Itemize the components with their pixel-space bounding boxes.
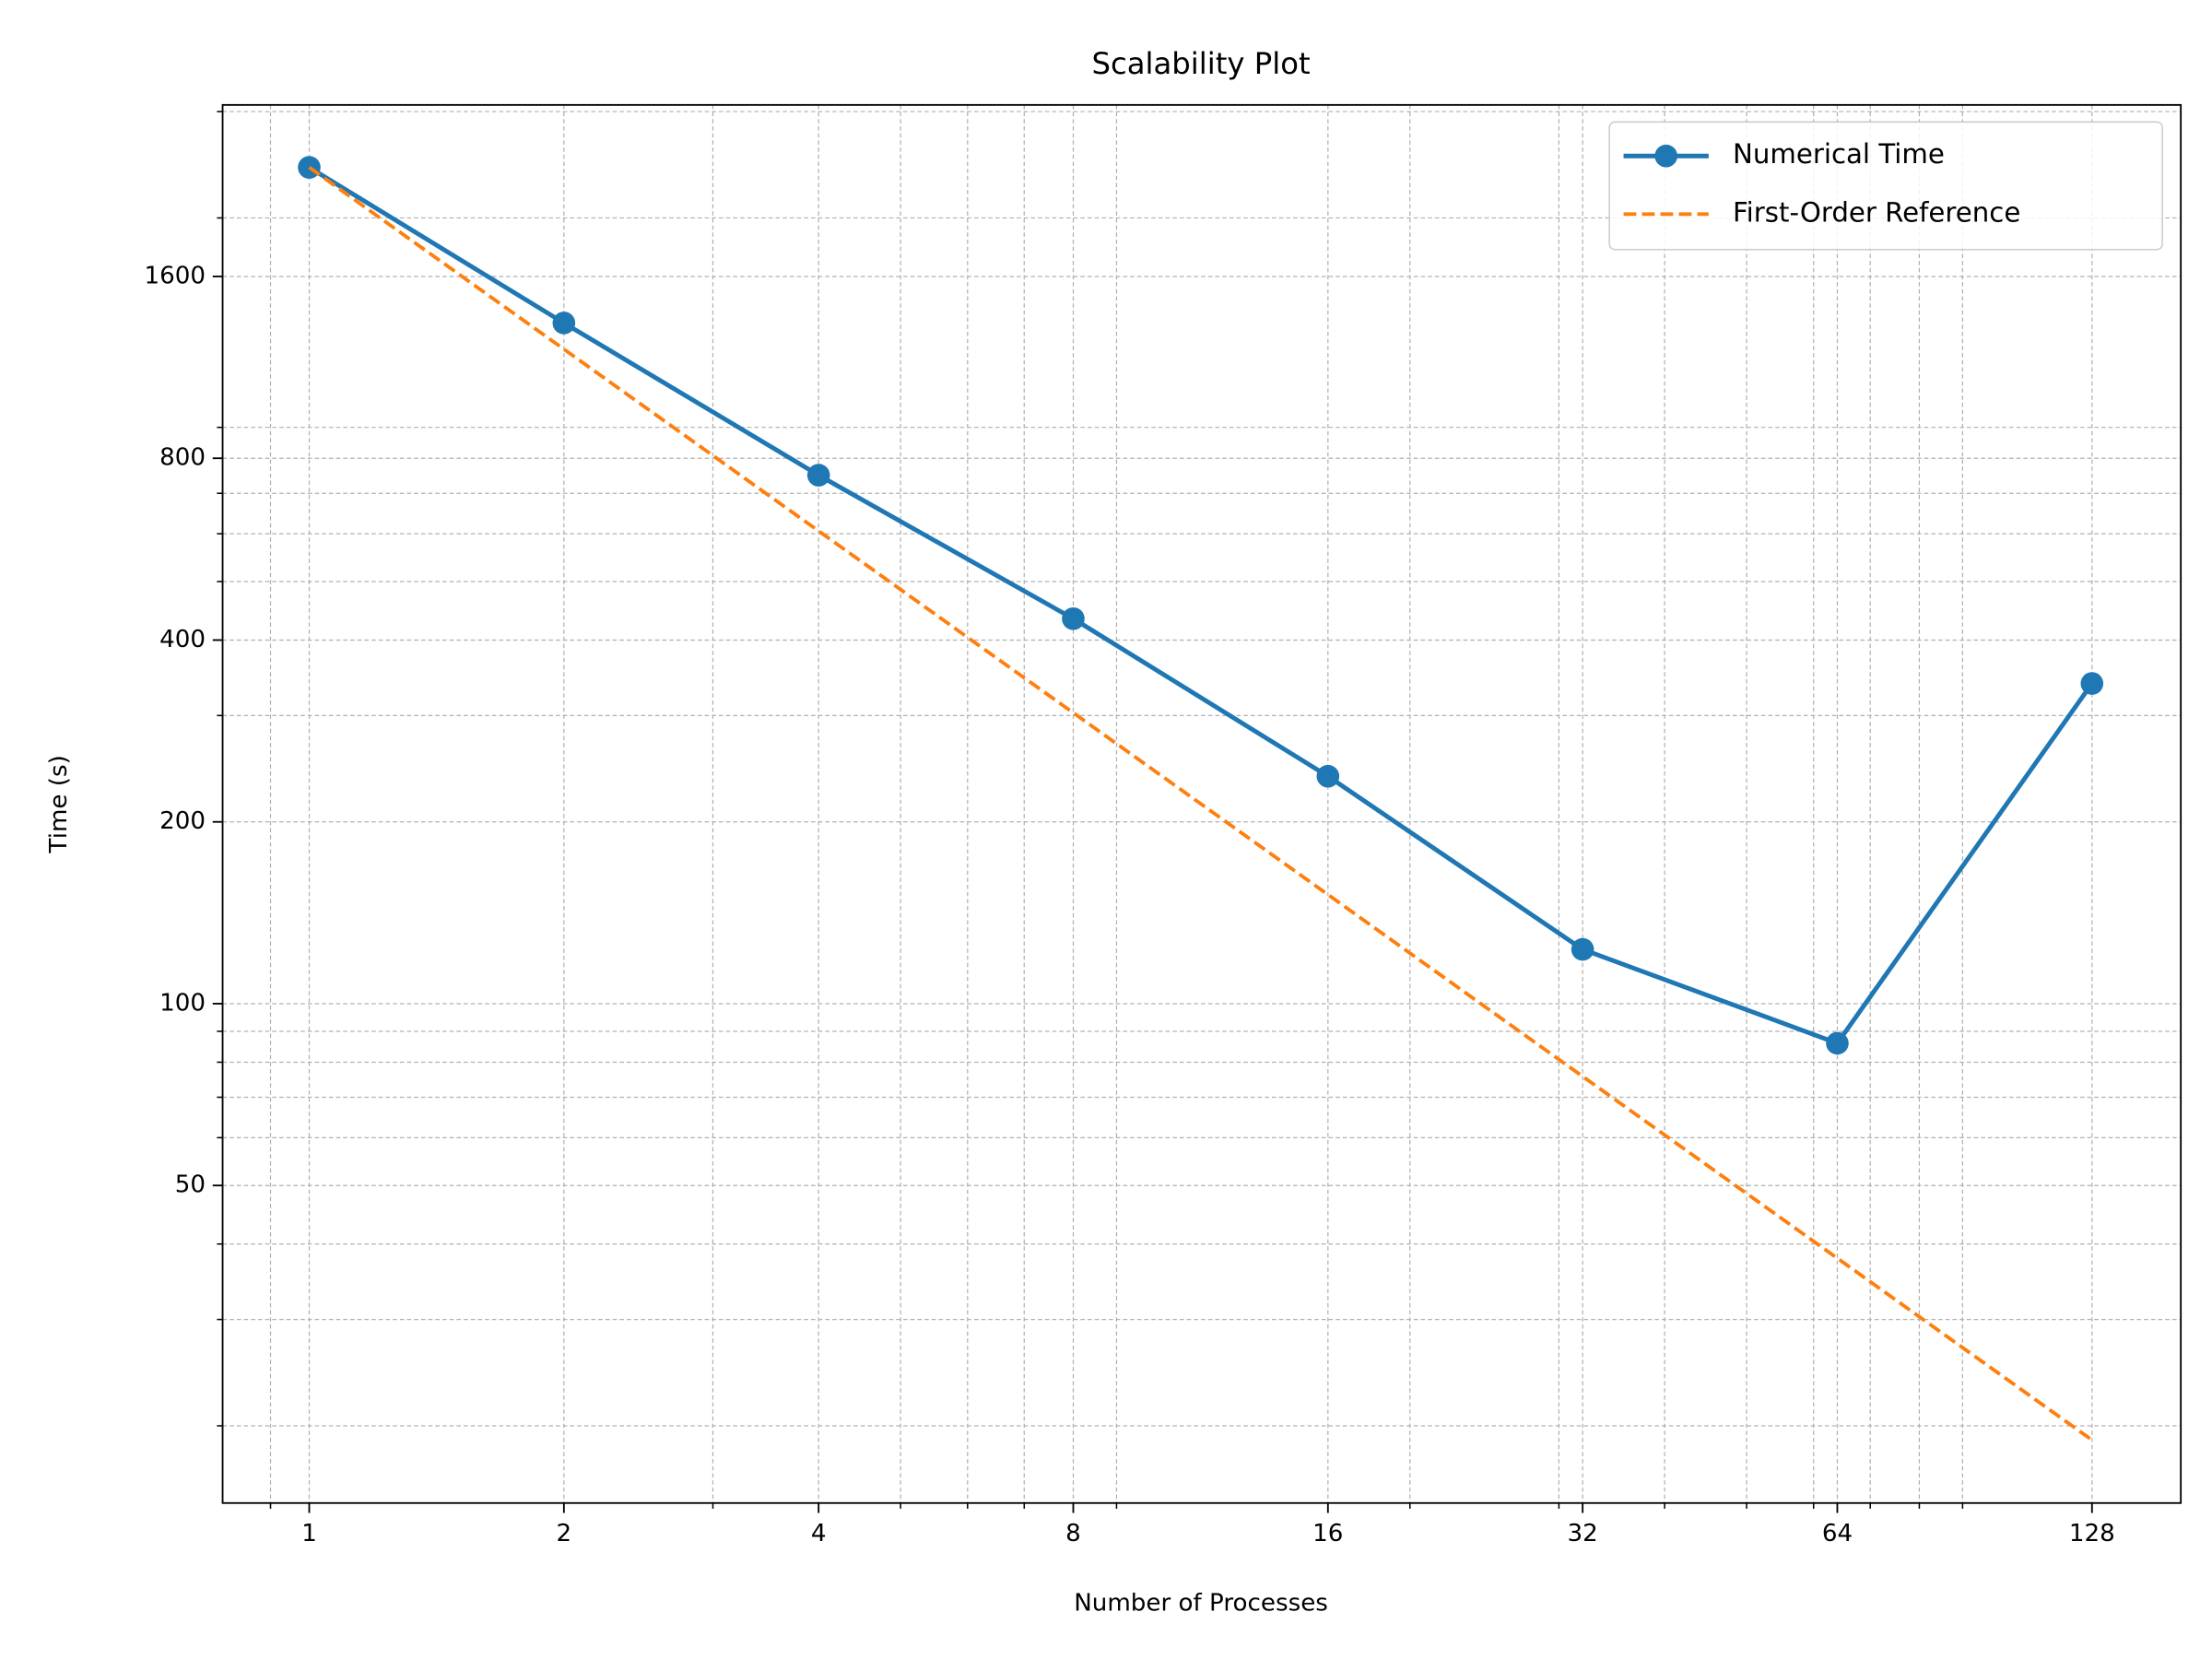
y-tick-label: 400: [159, 626, 206, 653]
x-tick-label: 16: [1312, 1520, 1343, 1547]
series-line: [308, 165, 2094, 1046]
data-point: [1571, 937, 1594, 961]
legend-label: Numerical Time: [1733, 138, 1945, 170]
legend-box: [1608, 121, 2163, 251]
data-point: [2080, 672, 2104, 695]
y-tick-label: 200: [159, 807, 206, 835]
series-line: [308, 166, 2093, 1441]
data-point: [1826, 1031, 1849, 1055]
plot-frame: [221, 103, 2183, 1504]
chart-title: Scalability Plot: [1091, 46, 1310, 81]
x-tick-label: 1: [301, 1520, 317, 1547]
x-tick-label: 128: [2069, 1520, 2115, 1547]
y-tick-label: 800: [159, 444, 206, 472]
y-axis-label: Time (s): [45, 755, 73, 853]
data-point: [1316, 764, 1340, 788]
y-tick-label: 50: [175, 1171, 206, 1199]
x-tick-label: 8: [1065, 1520, 1081, 1547]
x-tick-label: 2: [557, 1520, 572, 1547]
y-tick-label: 100: [159, 989, 206, 1017]
x-tick-label: 4: [811, 1520, 827, 1547]
x-tick-label: 64: [1822, 1520, 1853, 1547]
x-tick-label: 32: [1568, 1520, 1598, 1547]
data-point: [1062, 606, 1085, 630]
x-axis-label: Number of Processes: [1074, 1589, 1328, 1617]
legend-marker: [1654, 144, 1677, 168]
data-point: [806, 464, 830, 487]
data-point: [552, 312, 576, 335]
legend-label: First-Order Reference: [1733, 196, 2020, 228]
y-tick-label: 1600: [145, 262, 206, 289]
